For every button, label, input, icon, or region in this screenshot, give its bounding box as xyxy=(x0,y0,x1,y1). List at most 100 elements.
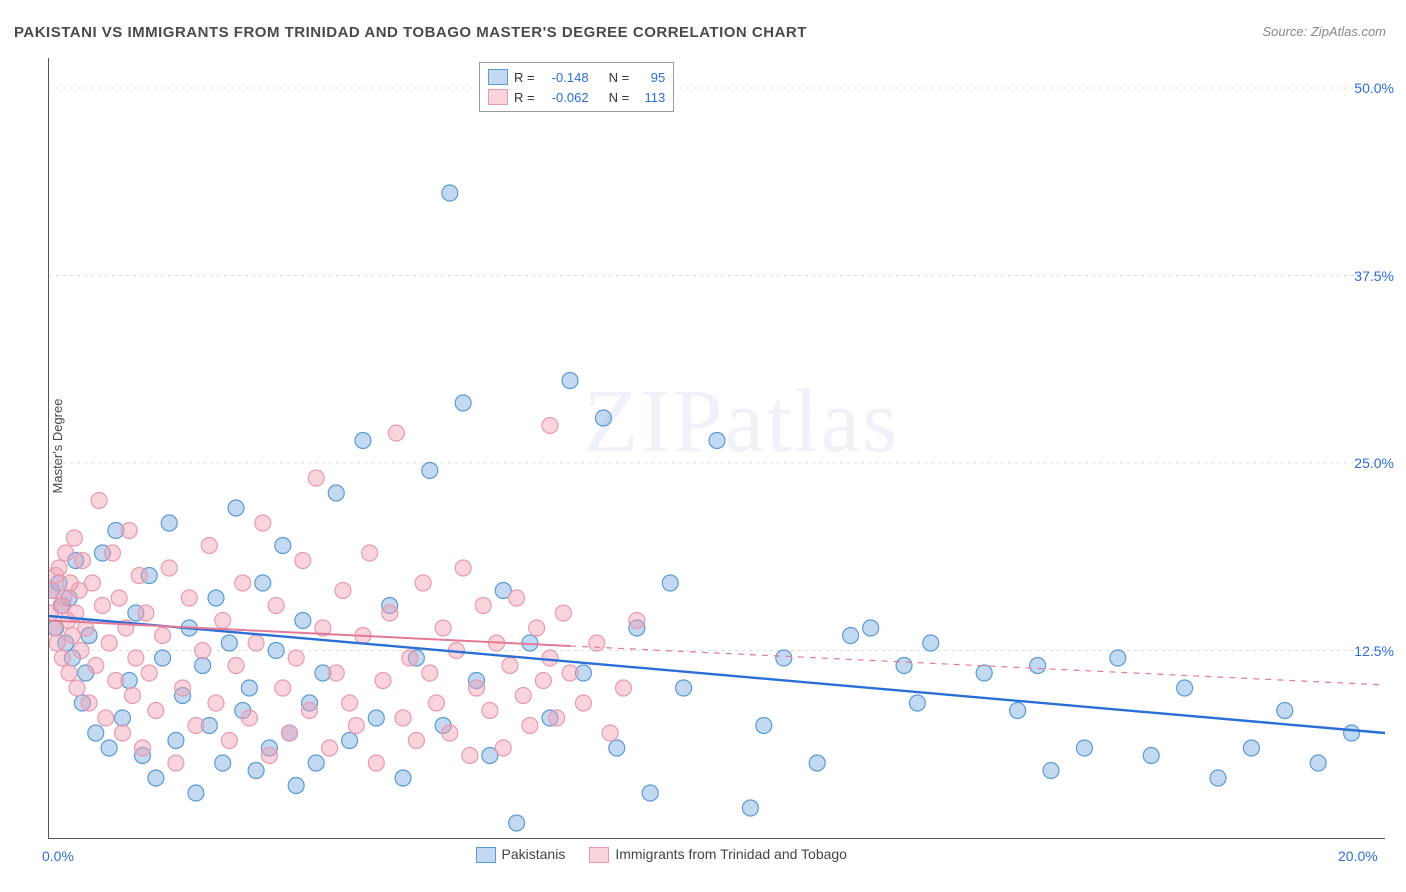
scatter-point xyxy=(308,755,324,771)
scatter-point xyxy=(469,680,485,696)
scatter-point xyxy=(415,575,431,591)
scatter-point xyxy=(195,658,211,674)
n-value: 95 xyxy=(635,70,665,85)
scatter-point xyxy=(235,575,251,591)
scatter-point xyxy=(84,575,100,591)
scatter-point xyxy=(161,515,177,531)
scatter-point xyxy=(128,650,144,666)
scatter-point xyxy=(208,590,224,606)
n-label: N = xyxy=(609,70,630,85)
scatter-point xyxy=(1344,725,1360,741)
scatter-point xyxy=(98,710,114,726)
scatter-point xyxy=(91,493,107,509)
scatter-point xyxy=(923,635,939,651)
scatter-point xyxy=(1076,740,1092,756)
legend-swatch xyxy=(488,89,508,105)
scatter-point xyxy=(255,575,271,591)
scatter-point xyxy=(215,755,231,771)
scatter-point xyxy=(609,740,625,756)
scatter-point xyxy=(362,545,378,561)
scatter-point xyxy=(976,665,992,681)
scatter-point xyxy=(542,650,558,666)
scatter-point xyxy=(462,748,478,764)
scatter-point xyxy=(141,665,157,681)
scatter-point xyxy=(69,680,85,696)
scatter-point xyxy=(1010,703,1026,719)
scatter-point xyxy=(589,635,605,651)
y-tick-label: 37.5% xyxy=(1354,268,1394,284)
scatter-point xyxy=(676,680,692,696)
scatter-point xyxy=(195,643,211,659)
scatter-point xyxy=(909,695,925,711)
n-label: N = xyxy=(609,90,630,105)
scatter-point xyxy=(602,725,618,741)
scatter-point xyxy=(1110,650,1126,666)
scatter-point xyxy=(408,733,424,749)
scatter-point xyxy=(228,658,244,674)
scatter-point xyxy=(88,725,104,741)
scatter-point xyxy=(281,725,297,741)
scatter-point xyxy=(328,665,344,681)
scatter-point xyxy=(88,658,104,674)
scatter-point xyxy=(562,373,578,389)
scatter-point xyxy=(1310,755,1326,771)
scatter-point xyxy=(575,695,591,711)
legend-swatch xyxy=(488,69,508,85)
scatter-point xyxy=(175,680,191,696)
scatter-point xyxy=(302,703,318,719)
scatter-point xyxy=(188,718,204,734)
scatter-point xyxy=(131,568,147,584)
scatter-point xyxy=(322,740,338,756)
scatter-point xyxy=(81,695,97,711)
scatter-point xyxy=(221,733,237,749)
scatter-point xyxy=(662,575,678,591)
y-tick-label: 50.0% xyxy=(1354,80,1394,96)
stats-row: R =-0.148N =95 xyxy=(488,67,665,87)
scatter-point xyxy=(395,770,411,786)
scatter-point xyxy=(56,590,72,606)
scatter-point xyxy=(155,628,171,644)
scatter-point xyxy=(843,628,859,644)
scatter-point xyxy=(495,740,511,756)
scatter-point xyxy=(181,590,197,606)
scatter-point xyxy=(422,665,438,681)
scatter-point xyxy=(101,740,117,756)
scatter-point xyxy=(509,815,525,831)
scatter-point xyxy=(428,695,444,711)
scatter-point xyxy=(73,643,89,659)
scatter-point xyxy=(382,605,398,621)
legend-item: Pakistanis xyxy=(476,846,566,863)
scatter-point xyxy=(555,605,571,621)
scatter-point xyxy=(58,545,74,561)
scatter-point xyxy=(475,598,491,614)
scatter-point xyxy=(104,545,120,561)
scatter-point xyxy=(355,433,371,449)
scatter-point xyxy=(248,635,264,651)
plot-area: ZIPatlas R =-0.148N =95R =-0.062N =113 xyxy=(48,58,1385,839)
scatter-point xyxy=(896,658,912,674)
scatter-point xyxy=(268,598,284,614)
scatter-point xyxy=(288,778,304,794)
scatter-point xyxy=(215,613,231,629)
scatter-point xyxy=(642,785,658,801)
scatter-point xyxy=(595,410,611,426)
legend-swatch xyxy=(476,847,496,863)
scatter-point xyxy=(168,755,184,771)
scatter-point xyxy=(114,725,130,741)
scatter-point xyxy=(1143,748,1159,764)
stats-legend-box: R =-0.148N =95R =-0.062N =113 xyxy=(479,62,674,112)
scatter-point xyxy=(368,755,384,771)
scatter-point xyxy=(135,740,151,756)
scatter-point xyxy=(368,710,384,726)
scatter-point xyxy=(348,718,364,734)
scatter-point xyxy=(148,770,164,786)
scatter-point xyxy=(435,620,451,636)
scatter-point xyxy=(1210,770,1226,786)
scatter-point xyxy=(809,755,825,771)
scatter-point xyxy=(148,703,164,719)
scatter-point xyxy=(335,583,351,599)
x-tick-label: 0.0% xyxy=(42,848,74,864)
legend-swatch xyxy=(589,847,609,863)
chart-title: PAKISTANI VS IMMIGRANTS FROM TRINIDAD AN… xyxy=(14,24,807,41)
x-tick-label: 20.0% xyxy=(1338,848,1378,864)
